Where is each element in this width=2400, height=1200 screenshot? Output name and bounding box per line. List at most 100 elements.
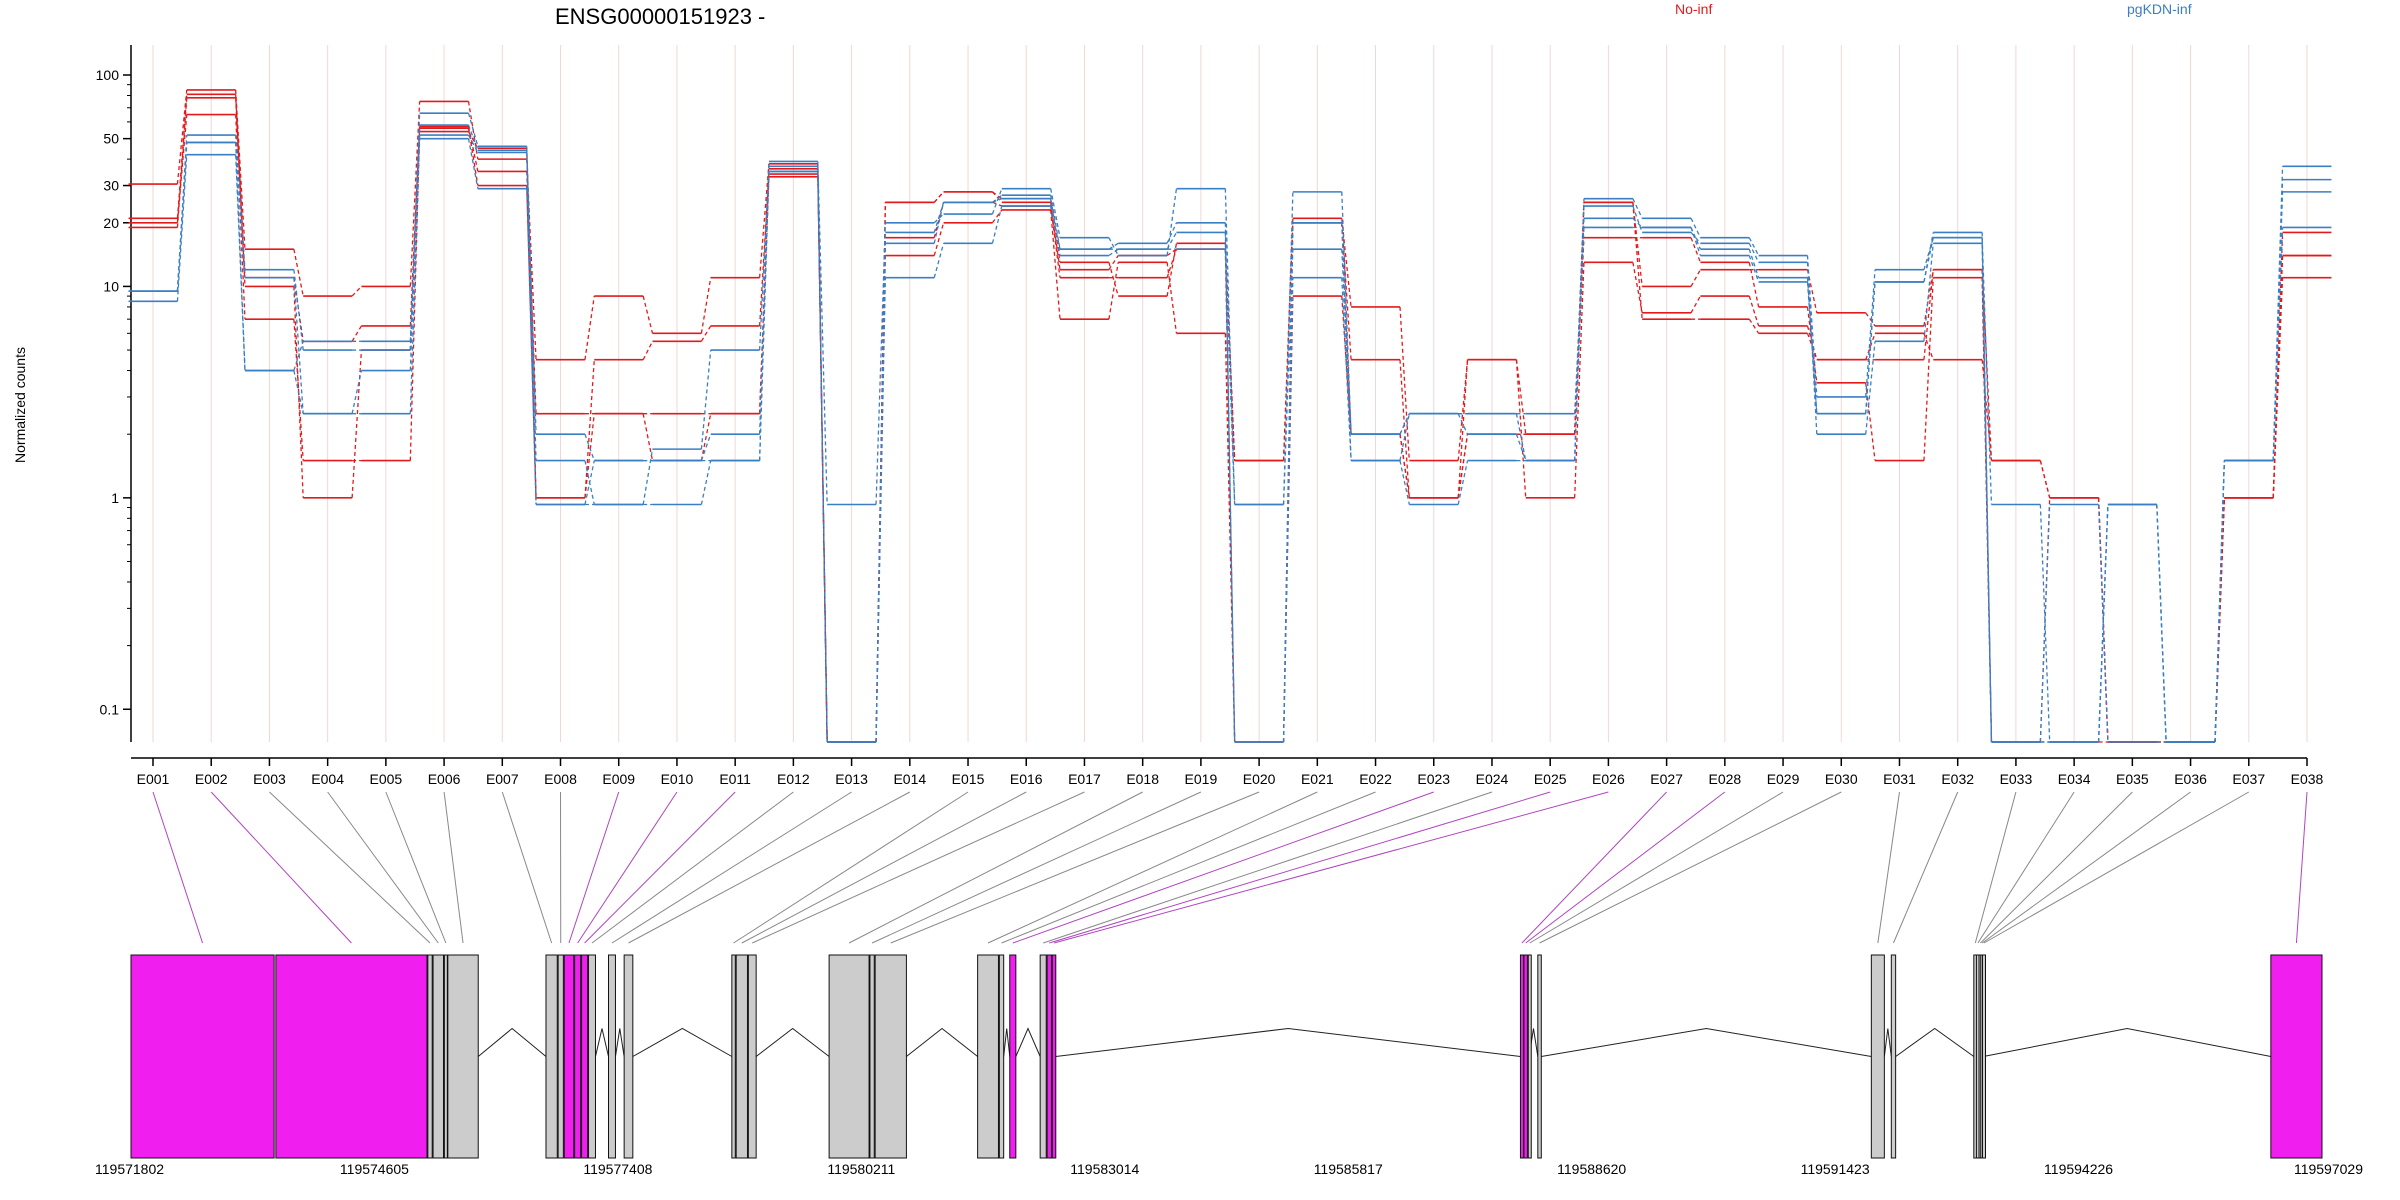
intron-line [1983, 1027, 2271, 1057]
series-link [2039, 460, 2051, 498]
series-link [700, 277, 712, 334]
x-tick-label-e028: E028 [1708, 771, 1741, 787]
series-link [991, 191, 1003, 203]
x-tick-label-e027: E027 [1650, 771, 1683, 787]
series-link [1224, 249, 1236, 743]
series-link [526, 159, 537, 360]
y-axis: 100 50 30 20 10 1 0.1 [96, 45, 132, 742]
series-link [642, 413, 654, 461]
exon-connector [568, 791, 620, 944]
series-link [409, 138, 421, 414]
exon-connector [1980, 791, 2133, 944]
series-link [1865, 333, 1876, 360]
exon-connector [741, 791, 1027, 944]
exon-e027 [1519, 954, 1524, 1159]
intron-line [755, 1027, 830, 1057]
series-link [1690, 269, 1701, 287]
exon-e010 [574, 954, 582, 1159]
exon-e019 [869, 954, 875, 1159]
coordinate-label: 119571802 [95, 1161, 164, 1177]
series-link [584, 359, 595, 498]
series-link [1224, 232, 1236, 743]
series-link [1515, 413, 1527, 461]
exon-connector [1981, 791, 2191, 944]
series-link [1457, 359, 1469, 498]
x-tick-label-e020: E020 [1243, 771, 1276, 787]
series-link [1573, 262, 1585, 498]
x-tick-label-e007: E007 [486, 771, 519, 787]
exon-e031 [1870, 954, 1885, 1159]
series-link [642, 341, 654, 361]
exon-connector [1521, 791, 1667, 944]
series-link [1748, 242, 1760, 263]
coordinate-label: 119591423 [1801, 1161, 1870, 1177]
exon-connector [1012, 791, 1434, 944]
exon-connector [1529, 791, 1784, 944]
exon-e016 [735, 954, 748, 1159]
x-tick-label-e021: E021 [1301, 771, 1334, 787]
exon-connector [1053, 791, 1609, 944]
series-link [1865, 312, 1876, 327]
exon-e009 [563, 954, 575, 1159]
series-link [1050, 188, 1061, 238]
series-link [235, 89, 246, 250]
exon-connector [611, 791, 852, 944]
exon-e006 [447, 954, 479, 1159]
series-link [176, 142, 188, 292]
intron-line [1055, 1027, 1521, 1057]
series-link [1923, 277, 1934, 461]
exon-connector [890, 791, 1260, 944]
series-link [1166, 248, 1178, 278]
series-link [1748, 248, 1760, 278]
exon-connector [987, 791, 1318, 944]
series-link [933, 222, 945, 256]
series-link [1166, 248, 1177, 257]
series-link [1399, 434, 1410, 498]
series-link [293, 341, 304, 371]
exon-e012 [588, 954, 596, 1159]
series-link [1399, 359, 1410, 498]
series-link [758, 166, 770, 351]
series-link [700, 460, 712, 505]
exon-e004 [432, 954, 444, 1159]
series-link [526, 152, 537, 505]
series-link [1748, 237, 1760, 256]
exon-e008 [557, 954, 564, 1159]
series-link [1282, 249, 1294, 505]
series-link [1050, 209, 1061, 320]
series-link [584, 413, 595, 498]
exon-e021 [977, 954, 999, 1159]
gene-model [130, 954, 2323, 1159]
series-link [1166, 222, 1178, 244]
series-link [875, 243, 887, 743]
series-layer [128, 89, 2332, 743]
series-link [2272, 255, 2284, 498]
series-3 [128, 113, 2332, 743]
x-tick-label-e005: E005 [370, 771, 403, 787]
x-tick-label-e003: E003 [253, 771, 286, 787]
series-link [467, 124, 479, 151]
series-link [1632, 202, 1643, 287]
y-tick-label: 1 [111, 490, 119, 506]
x-tick-label-e001: E001 [137, 771, 170, 787]
series-link [1108, 248, 1119, 257]
series-link [642, 449, 654, 505]
series-link [1632, 202, 1643, 320]
exon-connector [1977, 791, 2075, 944]
x-tick-label-e031: E031 [1883, 771, 1916, 787]
series-link [875, 222, 887, 505]
series-link [1923, 243, 1934, 342]
exon-connector [871, 791, 1202, 944]
series-link [2097, 504, 2109, 743]
series-link [1224, 222, 1236, 743]
series-link [1166, 243, 1178, 297]
intron-line [1015, 1027, 1041, 1057]
x-tick-label-e015: E015 [952, 771, 985, 787]
series-5 [128, 124, 2332, 743]
series-link [1865, 341, 1876, 435]
intron-line [1003, 1028, 1011, 1057]
intron-line [614, 1028, 625, 1057]
series-link [1108, 237, 1119, 256]
coordinate-label: 119574605 [340, 1161, 409, 1177]
